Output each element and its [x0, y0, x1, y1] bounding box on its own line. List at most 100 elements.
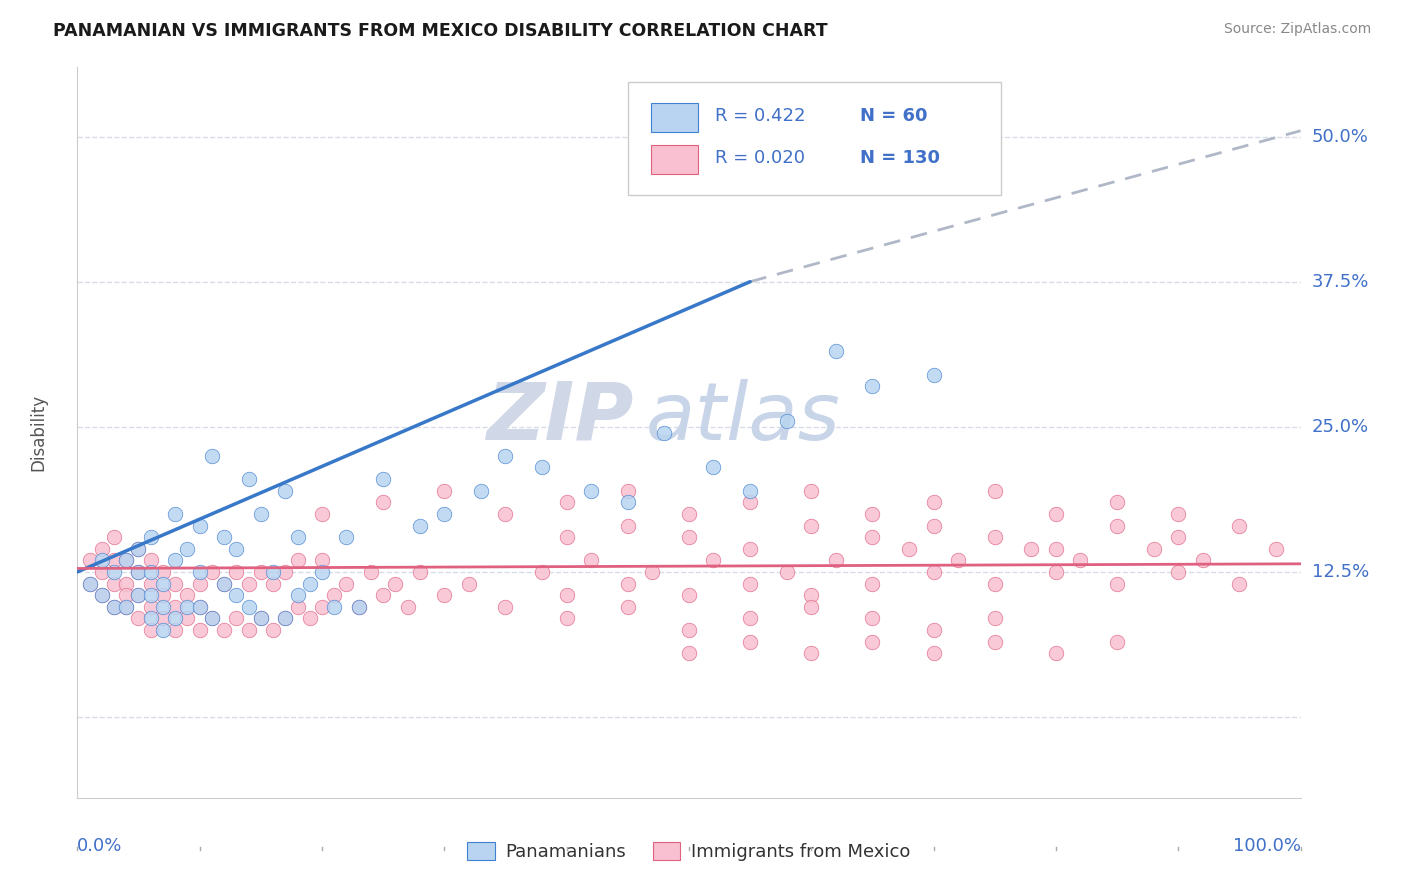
Point	[617, 518, 640, 533]
Point	[495, 507, 517, 521]
Point	[1143, 541, 1166, 556]
Point	[617, 576, 640, 591]
Point	[188, 599, 211, 614]
Point	[862, 576, 884, 591]
Point	[371, 495, 394, 509]
Point	[298, 576, 321, 591]
Text: Source: ZipAtlas.com: Source: ZipAtlas.com	[1223, 22, 1371, 37]
Point	[1167, 507, 1189, 521]
Point	[617, 483, 640, 498]
Point	[115, 599, 138, 614]
Point	[862, 634, 884, 648]
Text: 25.0%: 25.0%	[1312, 417, 1369, 436]
Point	[127, 541, 149, 556]
Point	[298, 611, 321, 625]
Point	[470, 483, 492, 498]
Point	[335, 530, 357, 544]
Point	[238, 623, 260, 637]
Point	[103, 599, 125, 614]
Point	[115, 553, 138, 567]
Point	[1045, 507, 1067, 521]
Point	[139, 611, 162, 625]
Point	[250, 507, 273, 521]
Point	[824, 553, 846, 567]
Point	[311, 599, 333, 614]
Text: 100.0%: 100.0%	[1233, 838, 1301, 855]
Text: ZIP: ZIP	[486, 379, 634, 457]
Point	[238, 576, 260, 591]
Point	[1107, 576, 1129, 591]
Point	[262, 565, 284, 579]
Text: N = 130: N = 130	[860, 149, 941, 168]
Point	[127, 565, 149, 579]
Point	[287, 553, 309, 567]
Point	[287, 599, 309, 614]
Point	[262, 576, 284, 591]
Point	[139, 553, 162, 567]
Point	[201, 449, 224, 463]
Point	[678, 530, 700, 544]
Text: R = 0.020: R = 0.020	[714, 149, 804, 168]
Point	[188, 576, 211, 591]
Point	[946, 553, 969, 567]
Point	[212, 623, 235, 637]
Point	[1167, 530, 1189, 544]
Point	[212, 576, 235, 591]
Bar	[651, 145, 697, 175]
Point	[212, 576, 235, 591]
Point	[409, 518, 432, 533]
Point	[800, 646, 823, 660]
Point	[678, 588, 700, 602]
Point	[984, 530, 1007, 544]
Point	[371, 588, 394, 602]
Point	[922, 623, 945, 637]
Point	[225, 588, 247, 602]
Point	[740, 483, 762, 498]
Point	[1069, 553, 1091, 567]
Point	[862, 507, 884, 521]
Point	[1045, 541, 1067, 556]
Point	[641, 565, 664, 579]
Point	[311, 553, 333, 567]
Point	[287, 588, 309, 602]
Point	[1107, 495, 1129, 509]
Point	[678, 646, 700, 660]
Point	[165, 553, 187, 567]
Point	[250, 565, 273, 579]
Point	[335, 576, 357, 591]
Text: 0.0%: 0.0%	[77, 838, 122, 855]
Bar	[651, 103, 697, 132]
Point	[176, 599, 198, 614]
Point	[79, 553, 101, 567]
Point	[152, 565, 174, 579]
Text: R = 0.422: R = 0.422	[714, 107, 806, 125]
Point	[115, 588, 138, 602]
Point	[654, 425, 676, 440]
Point	[1045, 646, 1067, 660]
Text: Disability: Disability	[30, 394, 48, 471]
Point	[212, 530, 235, 544]
Point	[250, 611, 273, 625]
Point	[409, 565, 432, 579]
Point	[898, 541, 921, 556]
Point	[776, 414, 799, 428]
Point	[740, 576, 762, 591]
Point	[984, 634, 1007, 648]
Point	[531, 460, 554, 475]
Point	[127, 541, 149, 556]
Point	[862, 379, 884, 393]
Point	[800, 599, 823, 614]
Point	[127, 565, 149, 579]
Point	[287, 530, 309, 544]
Point	[824, 344, 846, 359]
Point	[984, 576, 1007, 591]
Point	[800, 588, 823, 602]
Point	[579, 553, 602, 567]
Point	[1107, 518, 1129, 533]
Point	[495, 599, 517, 614]
Point	[90, 553, 112, 567]
Text: N = 60: N = 60	[860, 107, 928, 125]
Point	[201, 565, 224, 579]
Point	[176, 611, 198, 625]
Point	[165, 623, 187, 637]
